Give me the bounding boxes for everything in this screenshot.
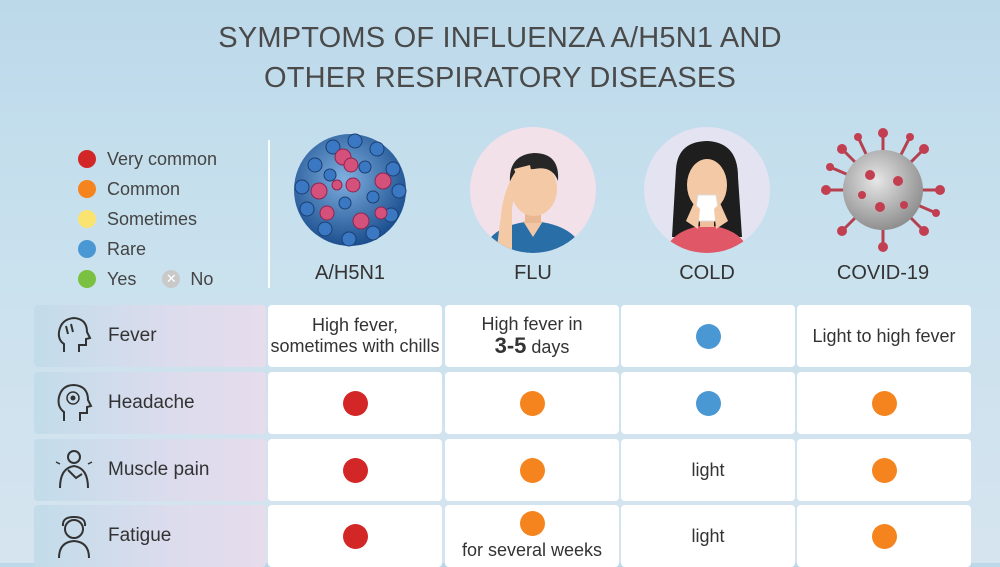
row-label-headache: Headache xyxy=(34,372,266,434)
legend-very-common: Very common xyxy=(78,144,217,174)
cell-text: light xyxy=(691,459,725,480)
row-label-fever: Fever xyxy=(34,305,266,367)
row-label-text: Fever xyxy=(108,325,157,346)
legend-label: Common xyxy=(107,178,181,199)
red-dot-icon xyxy=(342,390,368,416)
title-line-1: SYMPTOMS OF INFLUENZA A/H5N1 AND xyxy=(218,22,782,54)
column-header-cold: COLD xyxy=(619,125,795,285)
cell-fever-cold xyxy=(621,305,795,367)
cell-headache-cold xyxy=(621,372,795,434)
legend-label-yes: Yes xyxy=(107,268,137,289)
row-label-fatigue: Fatigue xyxy=(34,505,266,567)
column-header-flu: FLU xyxy=(445,125,621,285)
legend-rare: Rare xyxy=(78,234,217,264)
cell-text: light xyxy=(691,525,725,546)
legend: Very common Common Sometimes Rare Yes ✕ … xyxy=(78,144,217,294)
cell-headache-flu xyxy=(445,372,619,434)
cell-text-line1: High fever, xyxy=(311,315,399,335)
cell-muscle-flu xyxy=(445,439,619,501)
cell-text: Light to high fever xyxy=(812,325,956,346)
cell-fatigue-covid xyxy=(797,505,971,567)
cell-muscle-cold: light xyxy=(621,439,795,501)
red-dot-icon xyxy=(78,150,96,168)
divider xyxy=(268,140,270,288)
orange-dot-icon xyxy=(519,511,545,536)
row-label-muscle-pain: Muscle pain xyxy=(34,439,266,501)
cell-text-line1: High fever in xyxy=(481,314,583,334)
column-name: COVID-19 xyxy=(836,262,930,284)
legend-yes-no: Yes ✕ No xyxy=(78,264,217,294)
cell-unit-text: days xyxy=(531,337,570,357)
row-label-text: Fatigue xyxy=(108,525,172,546)
sneezing-woman-icon xyxy=(642,125,772,255)
legend-common: Common xyxy=(78,174,217,204)
cell-headache-h5n1 xyxy=(268,372,442,434)
cell-fever-covid: Light to high fever xyxy=(797,305,971,367)
row-label-text: Headache xyxy=(108,392,195,413)
cell-fatigue-cold: light xyxy=(621,505,795,567)
page-title: SYMPTOMS OF INFLUENZA A/H5N1 AND OTHER R… xyxy=(0,18,1000,98)
muscle-pain-icon xyxy=(55,450,93,489)
coronavirus-icon xyxy=(818,125,948,255)
column-name: COLD xyxy=(679,262,735,284)
cell-big-text: 3-5 xyxy=(494,333,527,358)
legend-label: Very common xyxy=(107,148,218,169)
legend-label: Sometimes xyxy=(107,208,198,229)
yellow-dot-icon xyxy=(78,210,96,228)
cell-fatigue-flu: for several weeks xyxy=(445,505,619,567)
x-icon: ✕ xyxy=(162,270,181,288)
orange-dot-icon xyxy=(871,523,897,549)
cell-text-line2: 3-5 days xyxy=(495,335,570,358)
cell-text: for several weeks xyxy=(461,540,603,560)
fatigue-icon xyxy=(58,515,90,558)
column-name: A/H5N1 xyxy=(314,262,386,284)
green-dot-icon xyxy=(78,270,96,288)
blue-dot-icon xyxy=(695,390,721,416)
virus-icon xyxy=(285,125,415,255)
legend-sometimes: Sometimes xyxy=(78,204,217,234)
title-line-2: OTHER RESPIRATORY DISEASES xyxy=(263,62,737,94)
orange-dot-icon xyxy=(519,457,545,483)
legend-label-no: No xyxy=(190,268,214,289)
fever-head-icon xyxy=(57,316,92,352)
cell-fever-h5n1: High fever, sometimes with chills xyxy=(268,305,442,367)
legend-label: Rare xyxy=(107,238,147,259)
blue-dot-icon xyxy=(78,240,96,258)
orange-dot-icon xyxy=(871,390,897,416)
column-header-h5n1: A/H5N1 xyxy=(262,125,438,285)
orange-dot-icon xyxy=(78,180,96,198)
cell-headache-covid xyxy=(797,372,971,434)
cell-muscle-covid xyxy=(797,439,971,501)
cell-muscle-h5n1 xyxy=(268,439,442,501)
cell-text-line2: sometimes with chills xyxy=(270,336,440,356)
orange-dot-icon xyxy=(519,390,545,416)
blue-dot-icon xyxy=(695,323,721,349)
column-header-covid: COVID-19 xyxy=(795,125,971,285)
red-dot-icon xyxy=(342,523,368,549)
orange-dot-icon xyxy=(871,457,897,483)
red-dot-icon xyxy=(342,457,368,483)
sick-person-icon xyxy=(468,125,598,255)
column-name: FLU xyxy=(514,262,552,284)
headache-icon xyxy=(57,383,93,421)
cell-fatigue-h5n1 xyxy=(268,505,442,567)
row-label-text: Muscle pain xyxy=(108,459,210,480)
cell-fever-flu: High fever in 3-5 days xyxy=(445,305,619,367)
